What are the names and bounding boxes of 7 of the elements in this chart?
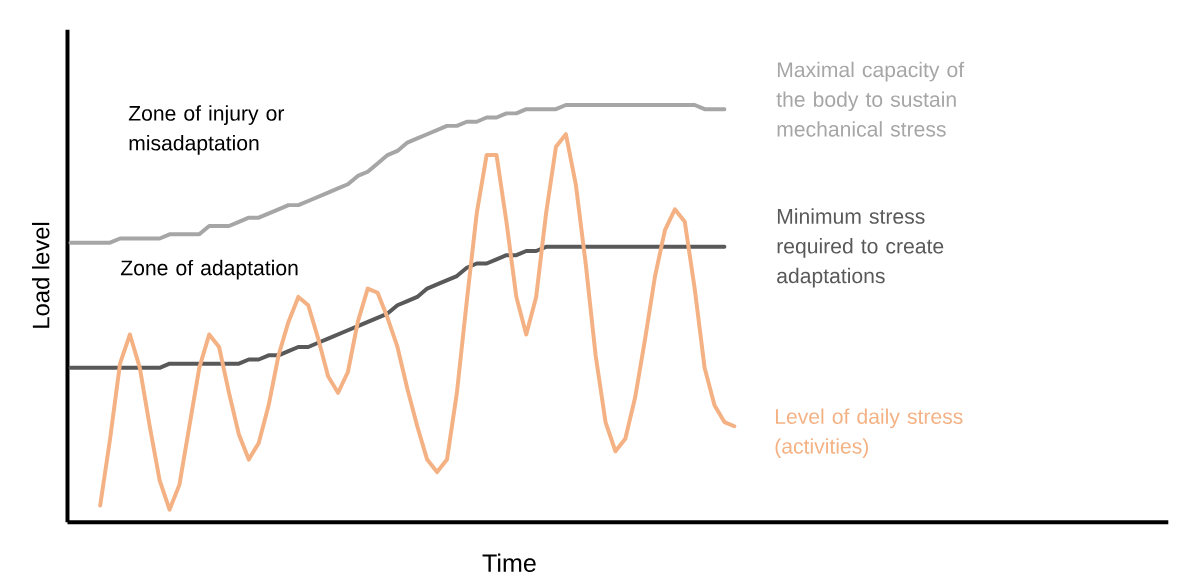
y-axis-title: Load level <box>32 223 50 328</box>
text: Minimum stress required to create adaptations <box>777 208 944 288</box>
annotation: Zone of injury or misadaptation <box>128 105 285 155</box>
annotation: Zone of adaptation <box>120 260 298 280</box>
x-axis-title: Time <box>482 553 536 573</box>
series-label: Level of daily stress (activities) <box>775 408 963 459</box>
text: Maximal capacity of the body to sustain mechanical stress <box>776 61 965 137</box>
